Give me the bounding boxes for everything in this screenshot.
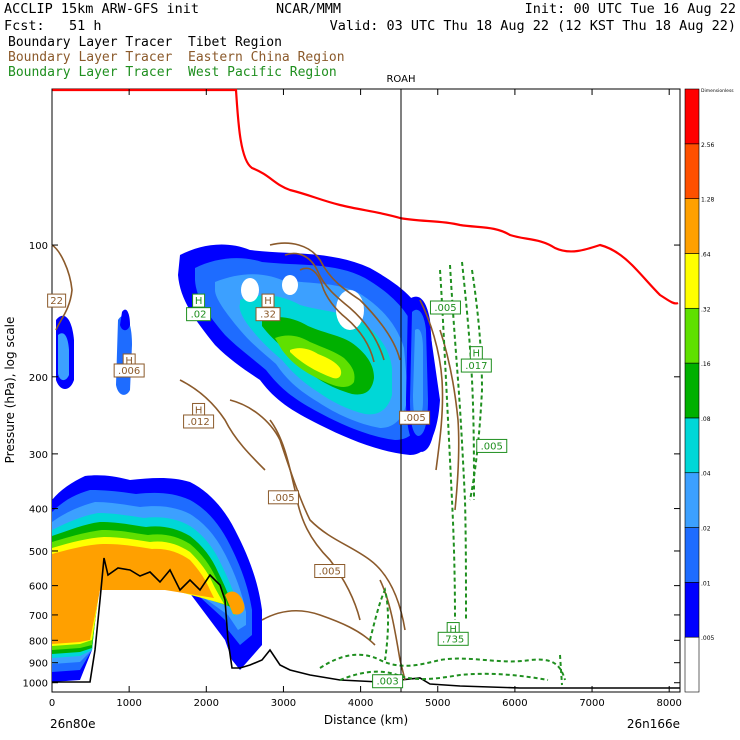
colorbar-segment xyxy=(684,307,700,364)
y-axis-ticks: 100 200 300 400 500 600 700 800 900 1000 xyxy=(23,241,680,690)
contour-label: H xyxy=(195,296,203,307)
x-tick-label: 3000 xyxy=(271,698,296,709)
colorbar-segment xyxy=(684,472,700,528)
colorbar-segment xyxy=(684,143,700,199)
x-tick-label: 5000 xyxy=(425,698,450,709)
tracer-legend-eastern-china: Boundary Layer Tracer Eastern China Regi… xyxy=(8,50,345,65)
colorbar-level-label: .04 xyxy=(701,471,711,478)
contour-label-box xyxy=(113,363,145,378)
contour-label: H xyxy=(264,296,272,307)
contour-label: .017 xyxy=(465,361,487,372)
contour-label-box xyxy=(399,410,431,425)
figure-header: ACCLIP 15km ARW-GFS init NCAR/MMM Init: … xyxy=(0,0,740,84)
contour-label: .005 xyxy=(319,567,341,578)
x-tick-label: 2000 xyxy=(194,698,219,709)
x-tick-label: 6000 xyxy=(502,698,527,709)
colorbar: .005 .01 .02 .04 .08 .16 .32 .64 1.28 2.56 Dimensi… xyxy=(684,88,734,693)
valid-time: Valid: 03 UTC Thu 18 Aug 22 (12 KST Thu … xyxy=(329,18,736,34)
y-tick-label: 400 xyxy=(29,505,48,516)
west-pacific-contours xyxy=(319,261,566,686)
y-tick-label: 500 xyxy=(29,547,48,558)
contour-label: .735 xyxy=(442,634,464,645)
contour-label: H xyxy=(473,349,481,360)
contour-label-box xyxy=(314,564,346,579)
y-tick-label: 800 xyxy=(29,636,48,647)
colorbar-segment xyxy=(684,88,700,145)
colorbar-segment xyxy=(684,362,700,419)
contour-labels: H.02H.3222H.006H.012.005.005.005.005.005… xyxy=(47,293,508,689)
x-axis-ticks: 0 1000 2000 3000 4000 5000 6000 7000 8000 xyxy=(49,89,682,709)
forecast-hour: Fcst: 51 h xyxy=(4,18,102,34)
tracer-legend-west-pacific: Boundary Layer Tracer West Pacific Regio… xyxy=(8,65,337,80)
y-tick-label: 1000 xyxy=(23,679,48,690)
colorbar-level-label: Dimensionless xyxy=(701,88,734,94)
x-axis-title: Distance (km) xyxy=(324,713,408,727)
tracer-shading-boundary-layer xyxy=(52,475,262,682)
contour-label-box xyxy=(47,293,67,308)
colorbar-segment xyxy=(684,582,700,638)
contour-label: H xyxy=(449,625,457,636)
contour-label: H xyxy=(125,356,133,367)
colorbar-level-label: .64 xyxy=(701,251,711,258)
colorbar-level-label: .08 xyxy=(701,416,711,423)
contour-label-box xyxy=(460,358,492,373)
colorbar-level-label: .02 xyxy=(701,526,711,533)
colorbar-segment xyxy=(684,198,700,254)
contour-label: .012 xyxy=(187,417,209,428)
colorbar-segment xyxy=(684,417,700,474)
y-tick-label: 600 xyxy=(29,582,48,593)
tropopause-line xyxy=(52,88,679,305)
contour-label: .005 xyxy=(434,303,456,314)
contour-label-box xyxy=(429,300,461,315)
x-tick-label: 1000 xyxy=(116,698,141,709)
contour-label-box xyxy=(372,674,404,689)
contour-label: 22 xyxy=(50,296,63,307)
contour-label-box xyxy=(267,490,299,505)
contour-label: .005 xyxy=(272,493,294,504)
colorbar-level-label: .005 xyxy=(701,635,715,642)
colorbar-level-label: .16 xyxy=(701,361,711,368)
model-title: ACCLIP 15km ARW-GFS init xyxy=(4,1,200,17)
y-tick-label: 100 xyxy=(29,241,48,252)
contour-label-box xyxy=(476,438,508,453)
right-endpoint-label: 26n166e xyxy=(627,717,680,731)
x-tick-label: 4000 xyxy=(348,698,373,709)
colorbar-level-label: 2.56 xyxy=(701,142,715,149)
left-endpoint-label: 26n80e xyxy=(50,717,96,731)
institution-label: NCAR/MMM xyxy=(276,1,342,17)
x-tick-label: 7000 xyxy=(579,698,604,709)
y-tick-label: 300 xyxy=(29,450,48,461)
x-tick-label: 8000 xyxy=(656,698,681,709)
contour-label-box xyxy=(437,631,469,646)
contour-label: .02 xyxy=(191,310,207,321)
colorbar-segment xyxy=(684,253,700,309)
contour-label: .32 xyxy=(260,310,276,321)
roah-marker-label: ROAH xyxy=(386,74,415,85)
contour-label-box xyxy=(261,293,275,308)
eastern-china-contours xyxy=(51,242,460,681)
y-tick-label: 900 xyxy=(29,659,48,670)
y-axis-title: Pressure (hPa), log scale xyxy=(3,317,17,464)
contour-label-box xyxy=(255,307,281,322)
colorbar-segment xyxy=(684,636,700,693)
contour-label-box xyxy=(183,414,215,429)
y-tick-label: 700 xyxy=(29,611,48,622)
colorbar-segment xyxy=(684,527,700,583)
tracer-legend-tibet: Boundary Layer Tracer Tibet Region xyxy=(8,35,282,50)
contour-label: .005 xyxy=(481,441,503,452)
contour-label-box xyxy=(186,307,212,322)
colorbar-level-label: .32 xyxy=(701,306,711,313)
x-tick-label: 0 xyxy=(49,698,55,709)
init-time: Init: 00 UTC Tue 16 Aug 22 xyxy=(524,1,736,17)
colorbar-level-label: .01 xyxy=(701,580,711,587)
contour-label: H xyxy=(195,405,203,416)
contour-label: .003 xyxy=(376,677,398,688)
contour-label: .006 xyxy=(118,366,140,377)
contour-label-box xyxy=(192,293,206,308)
colorbar-level-label: 1.28 xyxy=(701,197,715,204)
y-tick-label: 200 xyxy=(29,373,48,384)
contour-label: .005 xyxy=(403,413,425,424)
